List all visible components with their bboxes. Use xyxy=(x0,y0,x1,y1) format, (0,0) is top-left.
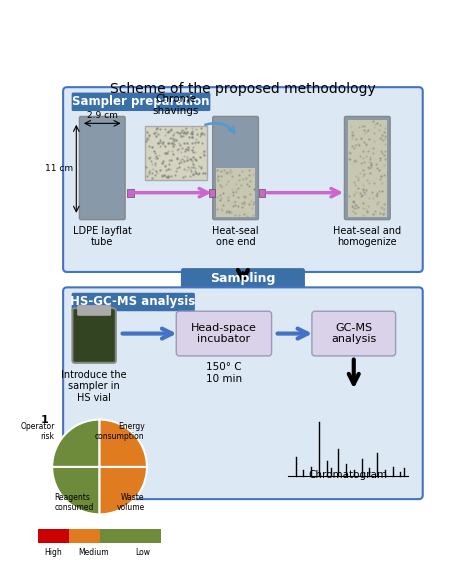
Text: Reagents
consumed: Reagents consumed xyxy=(55,492,94,512)
FancyBboxPatch shape xyxy=(181,268,305,290)
Bar xyxy=(69,529,100,543)
Text: 1: 1 xyxy=(40,415,48,425)
FancyBboxPatch shape xyxy=(213,117,258,220)
Text: Medium: Medium xyxy=(78,548,109,556)
Wedge shape xyxy=(52,419,100,467)
Wedge shape xyxy=(100,419,147,467)
Wedge shape xyxy=(100,467,147,514)
FancyBboxPatch shape xyxy=(73,308,116,363)
Text: LDPE layflat
tube: LDPE layflat tube xyxy=(73,226,132,247)
Text: Chromatogram: Chromatogram xyxy=(309,470,388,480)
Text: Energy
consumption: Energy consumption xyxy=(95,422,145,441)
FancyBboxPatch shape xyxy=(176,311,272,356)
FancyBboxPatch shape xyxy=(216,168,255,217)
Text: Sampling: Sampling xyxy=(210,272,275,285)
Text: High: High xyxy=(45,548,62,556)
Text: 150° C
10 min: 150° C 10 min xyxy=(206,362,242,384)
Text: Operator
risk: Operator risk xyxy=(20,422,55,441)
Text: Chrome
shavings: Chrome shavings xyxy=(152,94,199,115)
Text: Low: Low xyxy=(135,548,150,556)
Text: Heat-seal
one end: Heat-seal one end xyxy=(212,226,259,247)
FancyBboxPatch shape xyxy=(145,126,207,179)
Text: Waste
volume: Waste volume xyxy=(116,492,145,512)
Text: Scheme of the proposed methodology: Scheme of the proposed methodology xyxy=(110,82,376,96)
Bar xyxy=(38,529,69,543)
Text: Head-space
incubator: Head-space incubator xyxy=(191,323,257,344)
Text: Heat-seal and
homogenize: Heat-seal and homogenize xyxy=(333,226,401,247)
Text: 2.9 cm: 2.9 cm xyxy=(87,112,118,121)
Text: Introduce the
sampler in
HS vial: Introduce the sampler in HS vial xyxy=(61,370,127,403)
FancyBboxPatch shape xyxy=(78,306,110,315)
FancyBboxPatch shape xyxy=(128,189,134,196)
FancyBboxPatch shape xyxy=(209,189,215,196)
Text: 11 cm: 11 cm xyxy=(45,164,73,173)
Wedge shape xyxy=(52,467,100,514)
Text: GC-MS
analysis: GC-MS analysis xyxy=(331,323,376,344)
FancyBboxPatch shape xyxy=(80,117,125,220)
FancyBboxPatch shape xyxy=(345,117,390,220)
FancyBboxPatch shape xyxy=(259,189,265,196)
Bar xyxy=(100,529,161,543)
Text: HS-GC-MS analysis: HS-GC-MS analysis xyxy=(70,295,195,308)
Text: Sampler preparation: Sampler preparation xyxy=(72,95,210,108)
FancyBboxPatch shape xyxy=(72,93,210,111)
FancyBboxPatch shape xyxy=(347,119,387,217)
FancyBboxPatch shape xyxy=(63,87,423,272)
FancyBboxPatch shape xyxy=(72,293,195,311)
FancyBboxPatch shape xyxy=(312,311,396,356)
FancyBboxPatch shape xyxy=(63,288,423,499)
